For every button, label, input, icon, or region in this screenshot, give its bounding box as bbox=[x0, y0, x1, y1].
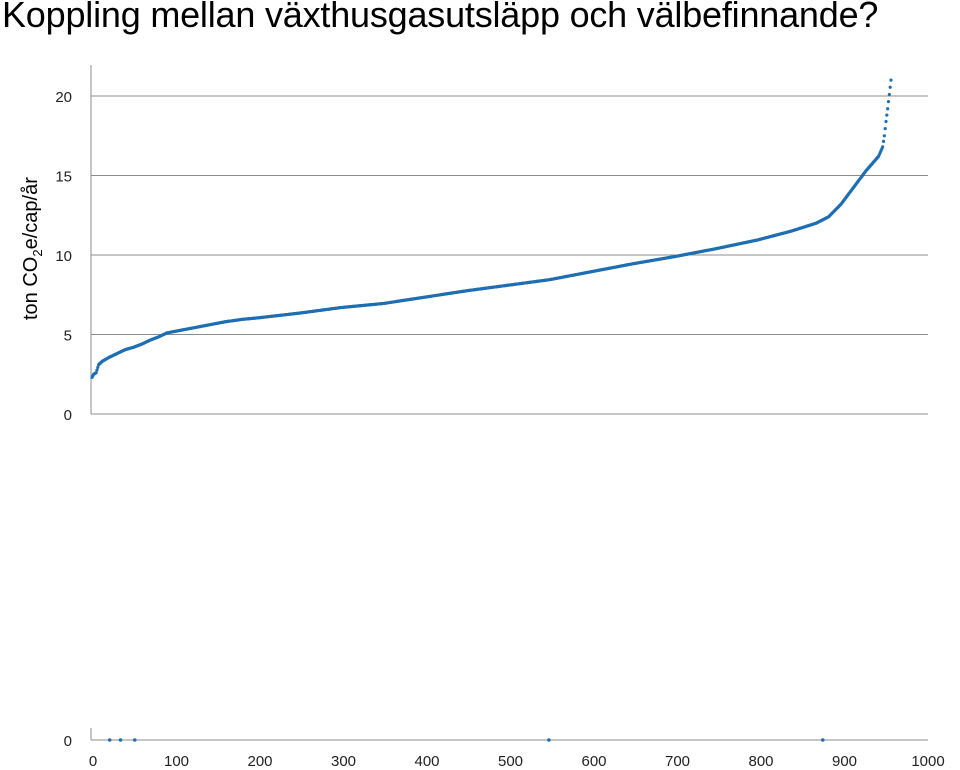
gridlines bbox=[91, 95, 928, 415]
data-point bbox=[888, 85, 892, 89]
x-tick-300: 300 bbox=[331, 753, 356, 770]
y-tick-20: 20 bbox=[55, 89, 72, 106]
x-tick-0: 0 bbox=[89, 753, 97, 770]
data-point bbox=[94, 371, 98, 375]
x-tick-500: 500 bbox=[498, 753, 523, 770]
data-point bbox=[96, 365, 100, 369]
bottom-point bbox=[820, 738, 825, 742]
x-tick-200: 200 bbox=[247, 753, 272, 770]
y-tick-0: 0 bbox=[64, 407, 72, 424]
data-point bbox=[889, 78, 893, 82]
chart-title: Koppling mellan växthusgasutsläpp och vä… bbox=[2, 0, 879, 35]
y-axis-label: ton CO2e/cap/år bbox=[20, 177, 45, 320]
y-tick-labels: 0 5 10 15 20 bbox=[55, 89, 72, 424]
data-point bbox=[882, 134, 886, 138]
data-point bbox=[881, 139, 886, 143]
x-tick-900: 900 bbox=[832, 753, 857, 770]
data-point bbox=[887, 92, 891, 97]
x-tick-700: 700 bbox=[665, 753, 690, 770]
x-tick-1000: 1000 bbox=[911, 753, 944, 770]
bottom-point bbox=[547, 738, 551, 742]
data-point bbox=[886, 107, 890, 111]
x-tick-labels: 0 100 200 300 400 500 600 700 800 900 1000 bbox=[89, 753, 945, 770]
y-tick-15: 15 bbox=[55, 169, 72, 186]
x-tick-600: 600 bbox=[581, 753, 606, 770]
y-tick-10: 10 bbox=[55, 248, 72, 265]
data-point bbox=[95, 368, 99, 372]
bottom-y-tick-label: 0 bbox=[64, 733, 72, 750]
bottom-point bbox=[107, 738, 112, 742]
scatter-points bbox=[90, 78, 893, 380]
bottom-point bbox=[118, 738, 123, 742]
data-point bbox=[884, 119, 888, 124]
data-point bbox=[881, 145, 885, 149]
data-point bbox=[886, 99, 891, 104]
y-tick-5: 5 bbox=[64, 328, 72, 345]
x-tick-100: 100 bbox=[164, 753, 189, 770]
bottom-points bbox=[107, 738, 825, 742]
data-point bbox=[883, 127, 887, 131]
bottom-point bbox=[132, 738, 137, 742]
data-point bbox=[885, 113, 889, 117]
x-tick-800: 800 bbox=[748, 753, 773, 770]
x-tick-400: 400 bbox=[414, 753, 439, 770]
